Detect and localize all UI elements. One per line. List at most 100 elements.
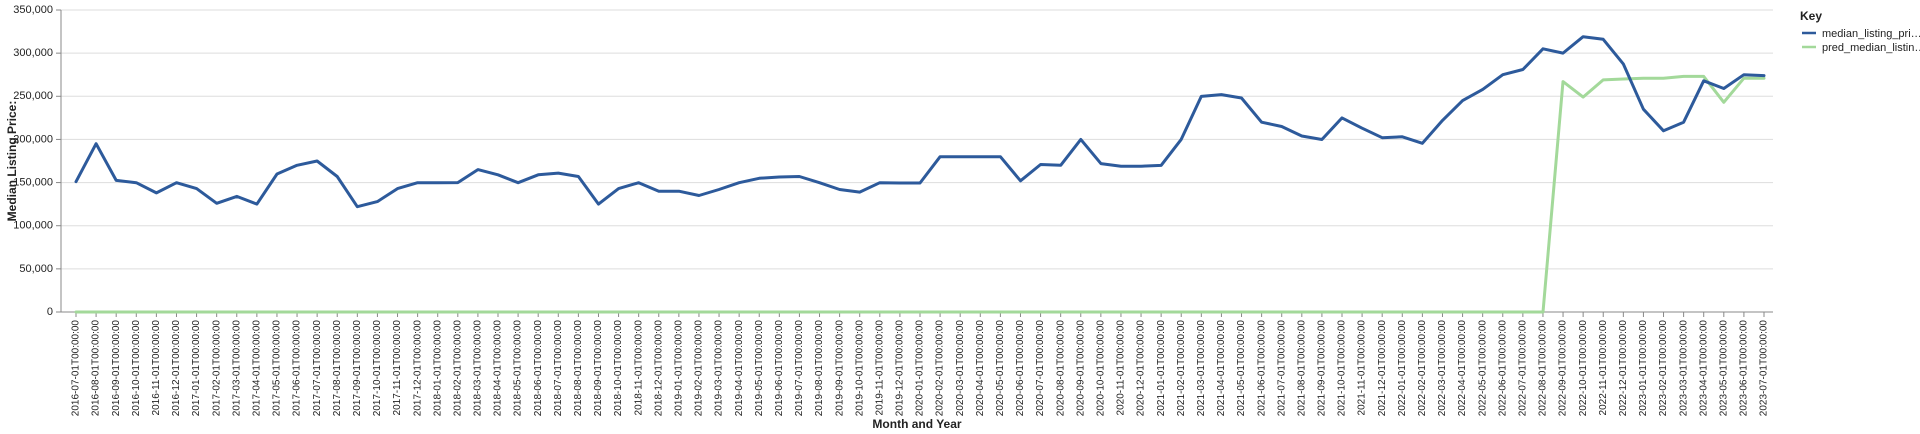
x-tick-label: 2021-04-01T00:00:00 xyxy=(1216,320,1227,417)
x-tick-label: 2017-01-01T00:00:00 xyxy=(191,320,202,417)
x-tick-label: 2021-03-01T00:00:00 xyxy=(1196,320,1207,417)
gridlines xyxy=(61,9,1773,313)
x-tick-label: 2016-10-01T00:00:00 xyxy=(131,320,142,417)
x-tick-label: 2017-12-01T00:00:00 xyxy=(412,320,423,417)
legend: Key median_listing_pri… pred_median_listi… xyxy=(1800,9,1920,54)
legend-label: pred_median_listin… xyxy=(1822,42,1920,54)
x-tick-label: 2018-09-01T00:00:00 xyxy=(593,320,604,417)
x-tick-label: 2017-06-01T00:00:00 xyxy=(292,320,303,417)
x-tick-label: 2016-11-01T00:00:00 xyxy=(151,320,162,416)
x-tick-label: 2020-09-01T00:00:00 xyxy=(1075,320,1086,417)
x-tick-label: 2020-08-01T00:00:00 xyxy=(1055,320,1066,417)
x-tick-label: 2019-09-01T00:00:00 xyxy=(834,320,845,417)
x-tick-label: 2019-01-01T00:00:00 xyxy=(673,320,684,417)
x-tick-label: 2018-05-01T00:00:00 xyxy=(513,320,524,417)
x-tick-label: 2022-07-01T00:00:00 xyxy=(1517,320,1528,417)
x-tick-label: 2017-11-01T00:00:00 xyxy=(392,320,403,416)
x-tick-label: 2019-10-01T00:00:00 xyxy=(854,320,865,417)
x-tick-label: 2023-02-01T00:00:00 xyxy=(1658,320,1669,417)
x-tick-label: 2018-07-01T00:00:00 xyxy=(553,320,564,417)
x-tick-label: 2021-02-01T00:00:00 xyxy=(1176,320,1187,417)
x-tick-label: 2023-05-01T00:00:00 xyxy=(1718,320,1729,417)
legend-label: median_listing_pri… xyxy=(1822,28,1920,40)
y-tick-label: 300,000 xyxy=(13,47,53,59)
x-tick-label: 2019-11-01T00:00:00 xyxy=(874,320,885,416)
x-tick-label: 2022-09-01T00:00:00 xyxy=(1558,320,1569,417)
x-tick-label: 2016-09-01T00:00:00 xyxy=(111,320,122,417)
x-tick-label: 2018-02-01T00:00:00 xyxy=(452,320,463,417)
x-tick-label: 2019-05-01T00:00:00 xyxy=(754,320,765,417)
x-tick-label: 2020-03-01T00:00:00 xyxy=(955,320,966,417)
y-axis-ticks: 0 50,000 100,000 150,000 200,000 250,000 300,0… xyxy=(13,4,61,318)
y-tick-label: 200,000 xyxy=(13,133,53,145)
x-tick-label: 2021-05-01T00:00:00 xyxy=(1236,320,1247,417)
x-tick-label: 2019-07-01T00:00:00 xyxy=(794,320,805,417)
x-tick-label: 2018-10-01T00:00:00 xyxy=(613,320,624,417)
x-tick-label: 2022-03-01T00:00:00 xyxy=(1437,320,1448,417)
series-line-1 xyxy=(74,74,1766,314)
x-tick-label: 2018-08-01T00:00:00 xyxy=(573,320,584,417)
x-tick-label: 2023-04-01T00:00:00 xyxy=(1698,320,1709,417)
x-tick-label: 2023-07-01T00:00:00 xyxy=(1759,320,1770,417)
x-tick-label: 2019-03-01T00:00:00 xyxy=(714,320,725,417)
y-tick-label: 50,000 xyxy=(19,263,53,275)
y-tick-label: 0 xyxy=(47,306,53,318)
x-tick-label: 2021-12-01T00:00:00 xyxy=(1377,320,1388,417)
x-axis-ticks: 2016-07-01T00:00:00 2016-08-01T00:00:00 20… xyxy=(71,312,1770,416)
x-tick-label: 2018-01-01T00:00:00 xyxy=(432,320,443,417)
x-tick-label: 2021-09-01T00:00:00 xyxy=(1317,320,1328,417)
x-tick-label: 2020-11-01T00:00:00 xyxy=(1116,320,1127,416)
x-tick-label: 2021-08-01T00:00:00 xyxy=(1296,320,1307,417)
x-tick-label: 2019-06-01T00:00:00 xyxy=(774,320,785,417)
x-tick-label: 2019-04-01T00:00:00 xyxy=(734,320,745,417)
x-tick-label: 2018-03-01T00:00:00 xyxy=(473,320,484,417)
x-tick-label: 2023-03-01T00:00:00 xyxy=(1678,320,1689,417)
legend-title: Key xyxy=(1800,9,1822,23)
x-tick-label: 2022-04-01T00:00:00 xyxy=(1457,320,1468,417)
series-lines xyxy=(74,35,1766,314)
x-tick-label: 2022-02-01T00:00:00 xyxy=(1417,320,1428,417)
x-tick-label: 2020-07-01T00:00:00 xyxy=(1035,320,1046,417)
x-axis-title: Month and Year xyxy=(872,417,961,431)
x-tick-label: 2020-02-01T00:00:00 xyxy=(935,320,946,417)
y-axis-title: Median Listing Price: xyxy=(5,101,19,222)
x-tick-label: 2020-10-01T00:00:00 xyxy=(1095,320,1106,417)
x-tick-label: 2022-12-01T00:00:00 xyxy=(1618,320,1629,417)
x-tick-label: 2017-04-01T00:00:00 xyxy=(251,320,262,417)
y-tick-label: 100,000 xyxy=(13,220,53,232)
x-tick-label: 2020-01-01T00:00:00 xyxy=(915,320,926,417)
x-tick-label: 2019-08-01T00:00:00 xyxy=(814,320,825,417)
x-tick-label: 2021-01-01T00:00:00 xyxy=(1156,320,1167,417)
x-tick-label: 2020-12-01T00:00:00 xyxy=(1136,320,1147,417)
x-tick-label: 2022-01-01T00:00:00 xyxy=(1397,320,1408,417)
x-tick-label: 2020-05-01T00:00:00 xyxy=(995,320,1006,417)
x-tick-label: 2022-06-01T00:00:00 xyxy=(1497,320,1508,417)
x-tick-label: 2017-08-01T00:00:00 xyxy=(332,320,343,417)
x-tick-label: 2019-02-01T00:00:00 xyxy=(694,320,705,417)
x-tick-label: 2017-09-01T00:00:00 xyxy=(352,320,363,417)
x-tick-label: 2017-07-01T00:00:00 xyxy=(312,320,323,417)
x-tick-label: 2017-02-01T00:00:00 xyxy=(211,320,222,417)
x-tick-label: 2022-10-01T00:00:00 xyxy=(1578,320,1589,417)
x-tick-label: 2018-06-01T00:00:00 xyxy=(533,320,544,417)
x-tick-label: 2018-04-01T00:00:00 xyxy=(493,320,504,417)
x-tick-label: 2023-06-01T00:00:00 xyxy=(1739,320,1750,417)
x-tick-label: 2022-08-01T00:00:00 xyxy=(1538,320,1549,417)
x-tick-label: 2023-01-01T00:00:00 xyxy=(1638,320,1649,417)
x-tick-label: 2021-07-01T00:00:00 xyxy=(1276,320,1287,417)
x-tick-label: 2021-10-01T00:00:00 xyxy=(1337,320,1348,417)
x-tick-label: 2020-04-01T00:00:00 xyxy=(975,320,986,417)
x-tick-label: 2017-03-01T00:00:00 xyxy=(231,320,242,417)
x-tick-label: 2018-11-01T00:00:00 xyxy=(633,320,644,416)
y-tick-label: 250,000 xyxy=(13,90,53,102)
x-tick-label: 2017-10-01T00:00:00 xyxy=(372,320,383,417)
x-tick-label: 2016-07-01T00:00:00 xyxy=(71,320,82,417)
y-tick-label: 350,000 xyxy=(13,4,53,16)
legend-items: median_listing_pri… pred_median_listin… xyxy=(1802,28,1920,54)
x-tick-label: 2021-11-01T00:00:00 xyxy=(1357,320,1368,416)
x-tick-label: 2022-05-01T00:00:00 xyxy=(1477,320,1488,417)
x-tick-label: 2021-06-01T00:00:00 xyxy=(1256,320,1267,417)
series-line-0 xyxy=(74,35,1766,209)
x-tick-label: 2020-06-01T00:00:00 xyxy=(1015,320,1026,417)
